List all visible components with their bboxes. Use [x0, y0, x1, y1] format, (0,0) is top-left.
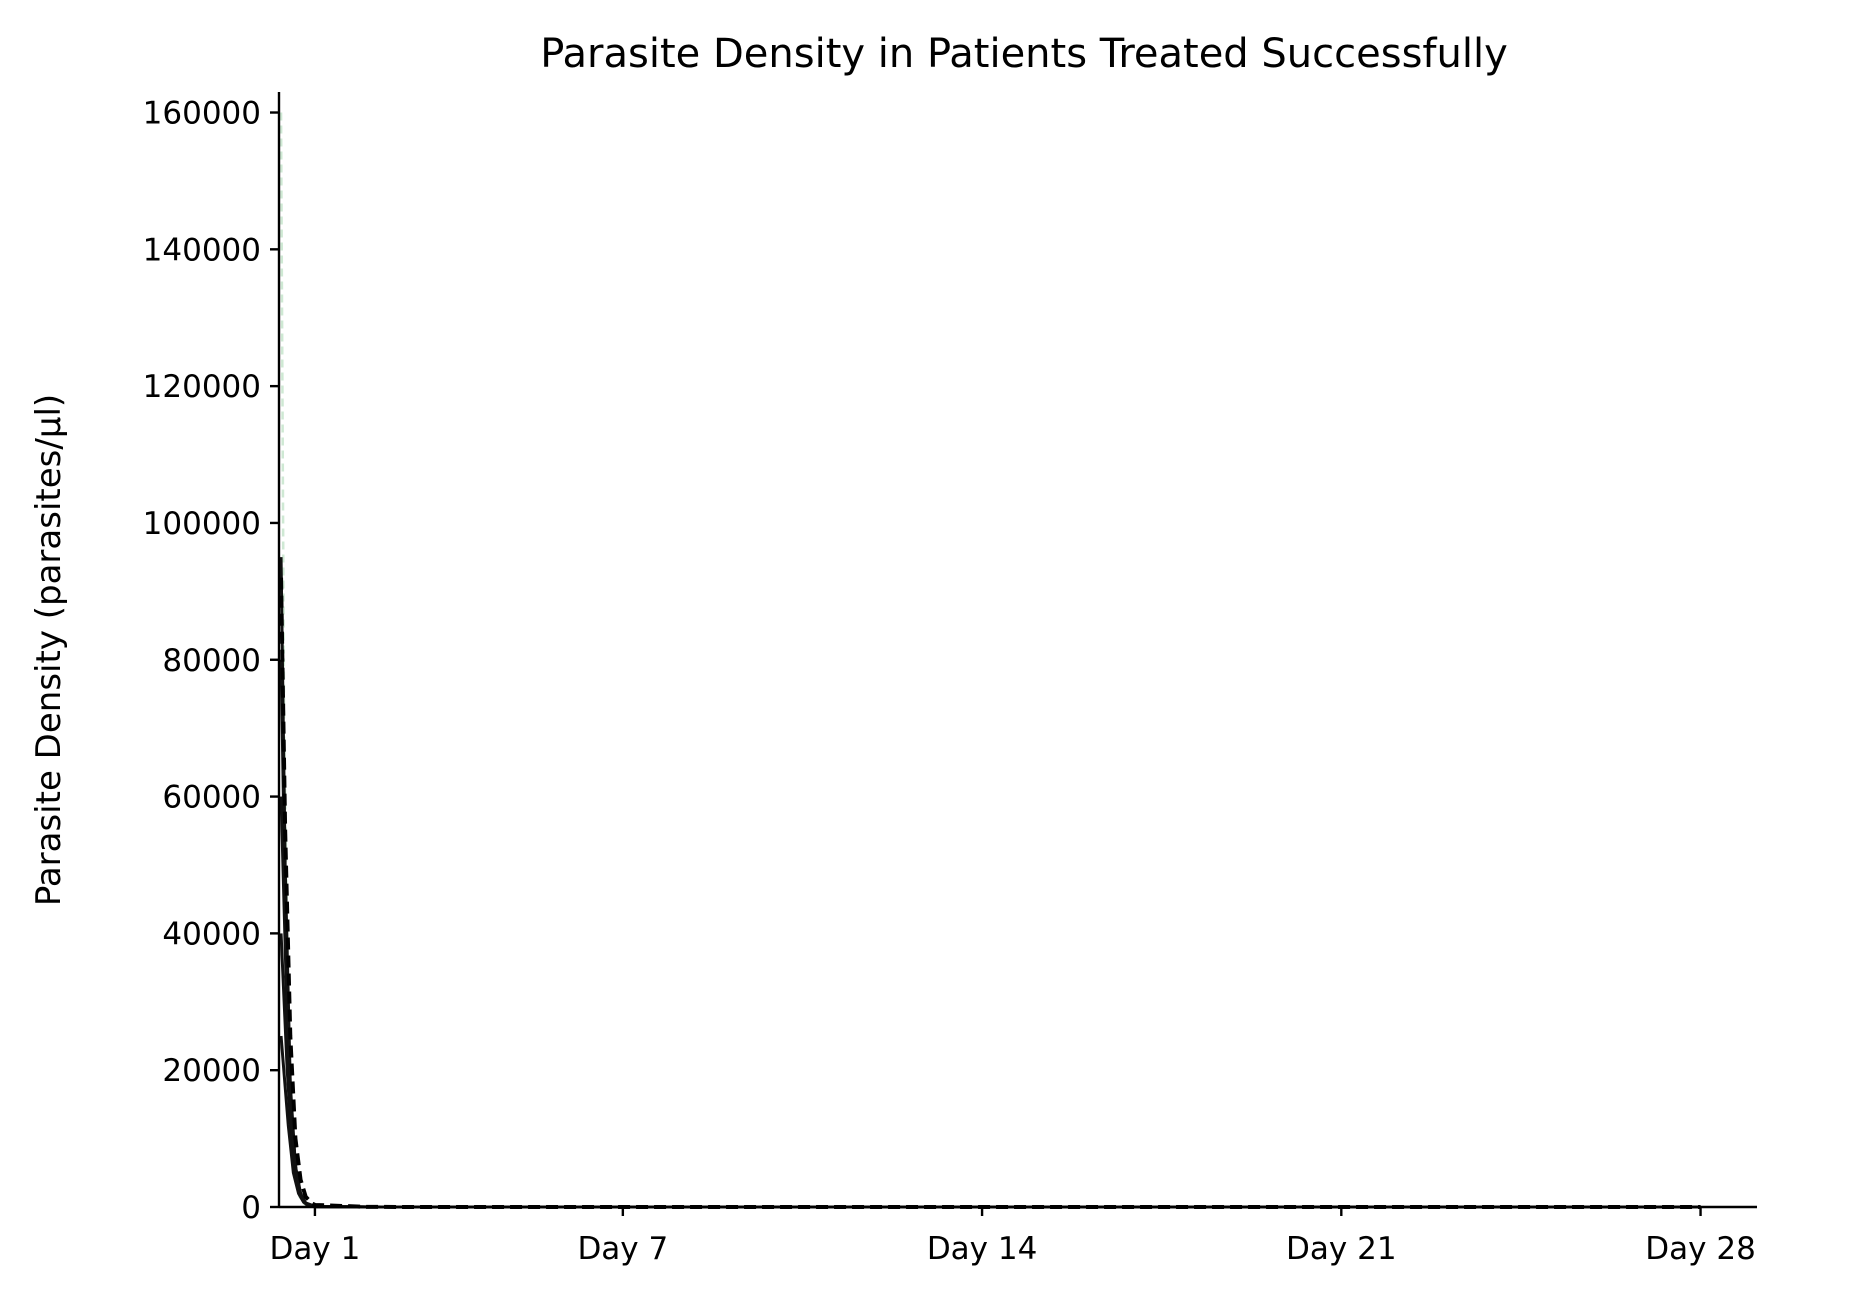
series-layer — [279, 112, 1701, 1209]
y-tick-label: 0 — [241, 1190, 261, 1226]
y-tick-label: 40000 — [162, 916, 261, 952]
x-tick-label: Day 1 — [270, 1231, 361, 1267]
y-tick-label: 60000 — [162, 780, 261, 816]
y-tick-label: 120000 — [143, 369, 261, 405]
y-tick-label: 100000 — [143, 506, 261, 542]
chart-title: Parasite Density in Patients Treated Suc… — [540, 31, 1508, 77]
y-tick-label: 140000 — [143, 232, 261, 268]
y-tick-label: 80000 — [162, 643, 261, 679]
y-ticks: 0 20000 40000 60000 80000 100000 120000 140000 1… — [143, 96, 279, 1226]
y-tick-label: 160000 — [143, 96, 261, 132]
series-line-2 — [279, 557, 1701, 1209]
series-line-6 — [279, 1035, 1701, 1209]
y-tick-label: 20000 — [162, 1053, 261, 1089]
x-tick-label: Day 7 — [577, 1231, 668, 1267]
x-tick-label: Day 14 — [927, 1231, 1038, 1267]
series-line-7 — [279, 577, 1701, 1209]
series-line-4 — [279, 796, 1701, 1209]
y-axis-label: Parasite Density (parasites/µl) — [29, 394, 69, 906]
x-tick-label: Day 21 — [1286, 1231, 1397, 1267]
series-line-5 — [279, 933, 1701, 1209]
series-line-1 — [279, 112, 1701, 1209]
x-ticks: Day 1 Day 7 Day 14 Day 21 Day 28 — [270, 1207, 1756, 1267]
series-line-3 — [279, 659, 1701, 1209]
x-tick-label: Day 28 — [1645, 1231, 1756, 1267]
